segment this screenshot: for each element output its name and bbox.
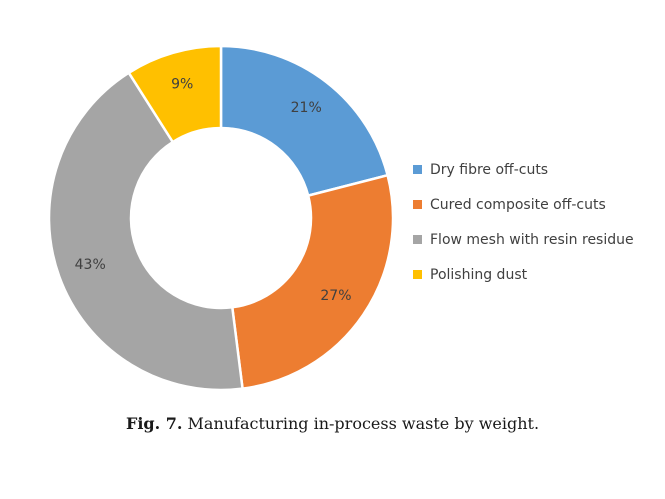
legend-swatch bbox=[413, 200, 422, 209]
data-label-cured-composite-off-cuts: 27% bbox=[320, 288, 351, 304]
legend-label: Dry fibre off-cuts bbox=[430, 161, 549, 178]
slice-flow-mesh-with-resin-residue bbox=[47, 71, 244, 392]
data-label-dry-fibre-off-cuts: 21% bbox=[291, 100, 322, 116]
donut-slices bbox=[47, 44, 395, 392]
legend-item-flow-mesh-with-resin-residue: Flow mesh with resin residue bbox=[413, 222, 663, 257]
figure-caption: Fig. 7. Manufacturing in-process waste b… bbox=[0, 414, 665, 433]
legend-label: Polishing dust bbox=[430, 266, 528, 283]
slice-dry-fibre-off-cuts bbox=[219, 44, 389, 197]
legend: Dry fibre off-cuts Cured composite off-cu… bbox=[413, 152, 663, 292]
data-label-flow-mesh-with-resin-residue: 43% bbox=[75, 257, 106, 273]
legend-swatch bbox=[413, 165, 422, 174]
slice-polishing-dust bbox=[127, 44, 223, 144]
slice-cured-composite-off-cuts bbox=[231, 173, 395, 390]
legend-item-dry-fibre-off-cuts: Dry fibre off-cuts bbox=[413, 152, 663, 187]
caption-text: Manufacturing in-process waste by weight… bbox=[187, 414, 540, 433]
donut-data-labels: 21% 27% 43% 9% bbox=[75, 77, 352, 305]
legend-label: Cured composite off-cuts bbox=[430, 196, 606, 213]
legend-label: Flow mesh with resin residue bbox=[430, 231, 634, 248]
legend-item-cured-composite-off-cuts: Cured composite off-cuts bbox=[413, 187, 663, 222]
legend-swatch bbox=[413, 270, 422, 279]
legend-swatch bbox=[413, 235, 422, 244]
legend-item-polishing-dust: Polishing dust bbox=[413, 257, 663, 292]
data-label-polishing-dust: 9% bbox=[171, 77, 193, 93]
caption-figure-number: Fig. 7. bbox=[125, 414, 183, 433]
